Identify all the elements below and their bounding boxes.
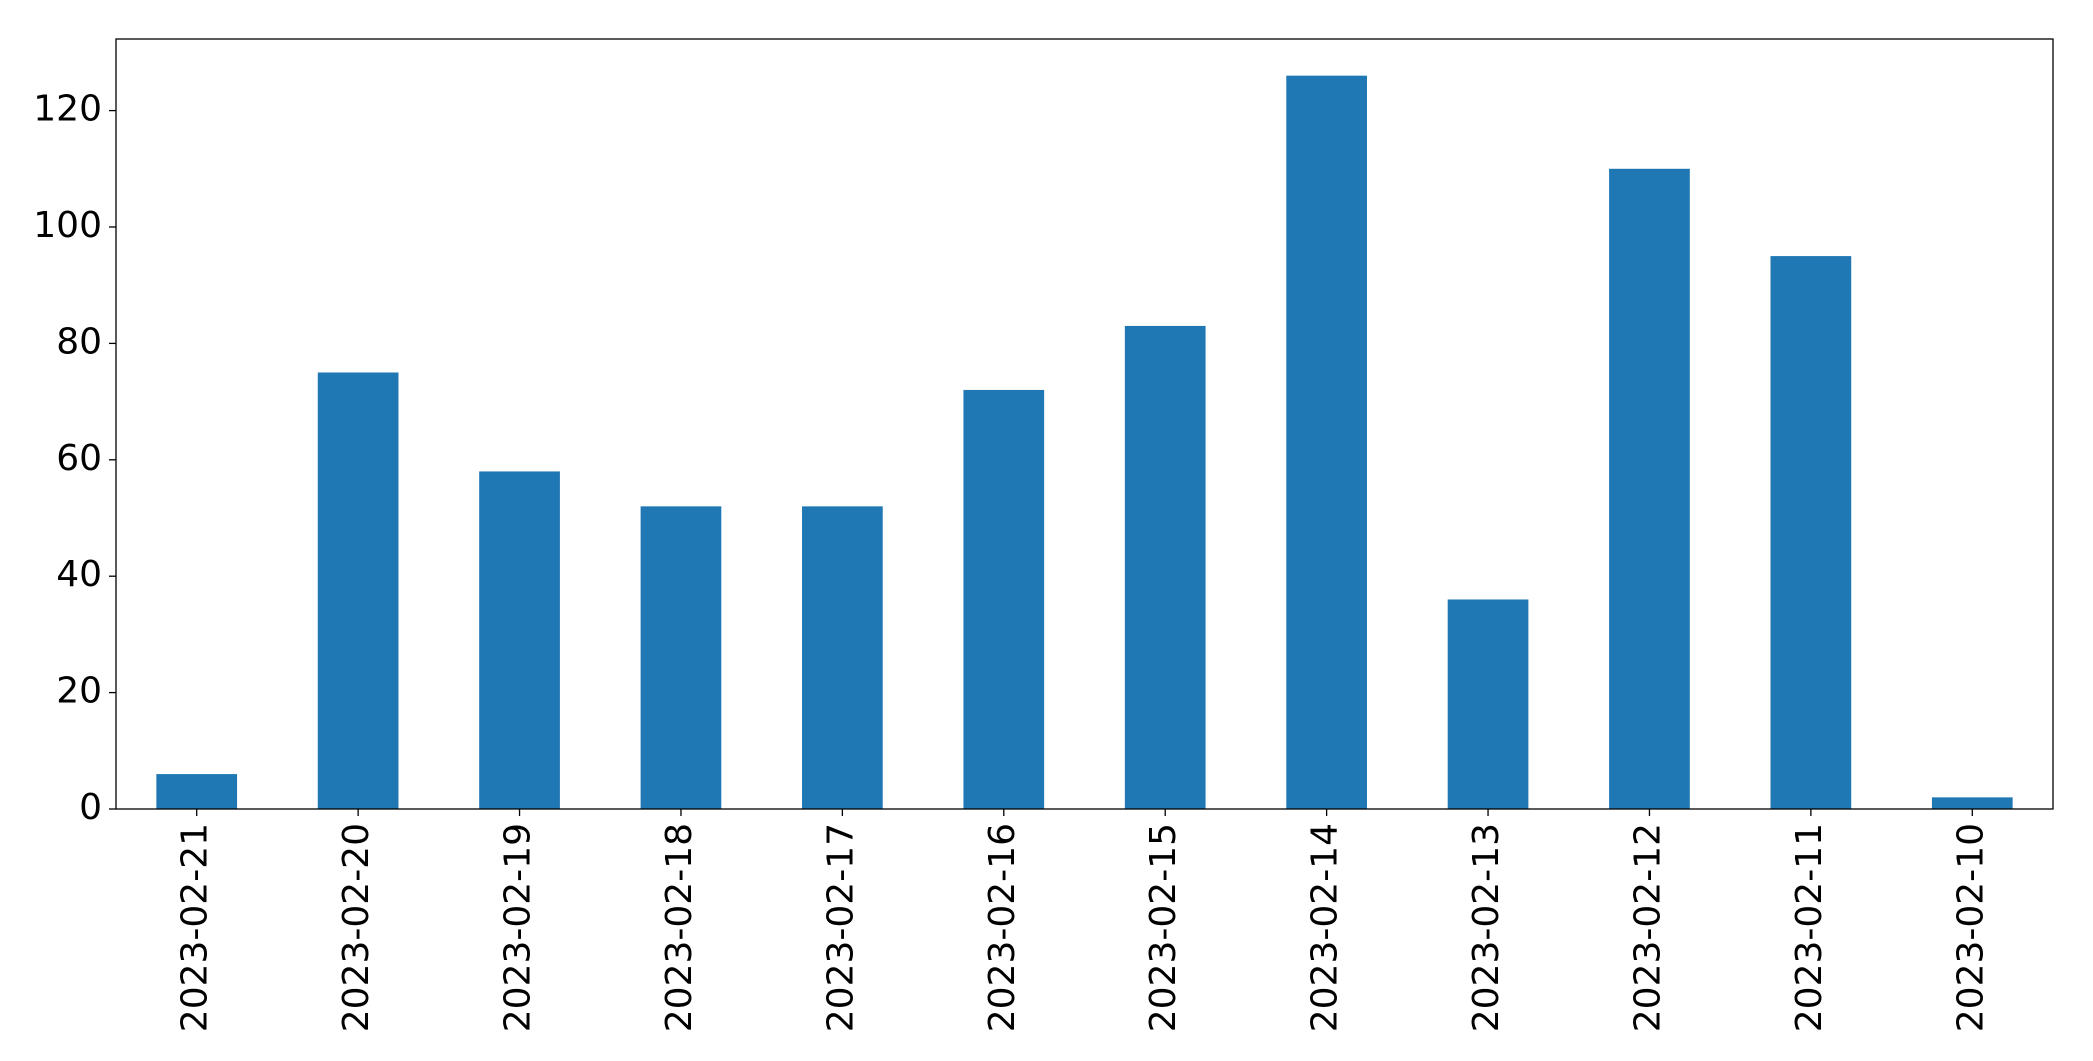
y-tick-label: 20 bbox=[56, 671, 102, 712]
x-tick-label: 2023-02-11 bbox=[1789, 823, 1830, 1032]
x-tick-label: 2023-02-16 bbox=[982, 823, 1023, 1032]
bar bbox=[1124, 325, 1206, 809]
x-tick-label: 2023-02-14 bbox=[1305, 823, 1346, 1032]
bar bbox=[1931, 797, 2013, 809]
x-tick-label: 2023-02-18 bbox=[659, 823, 700, 1032]
bar bbox=[317, 372, 399, 809]
bar bbox=[1770, 256, 1852, 809]
y-tick-label: 120 bbox=[33, 89, 102, 130]
bar bbox=[640, 506, 722, 809]
y-tick-label: 0 bbox=[79, 787, 102, 828]
x-tick-label: 2023-02-12 bbox=[1627, 823, 1668, 1032]
y-tick-label: 60 bbox=[56, 438, 102, 479]
x-tick-label: 2023-02-17 bbox=[820, 823, 861, 1032]
y-tick-label: 80 bbox=[56, 321, 102, 362]
bar bbox=[802, 506, 883, 809]
x-tick-label: 2023-02-15 bbox=[1143, 823, 1184, 1032]
x-tick-label: 2023-02-21 bbox=[175, 823, 216, 1032]
x-tick-label: 2023-02-10 bbox=[1950, 823, 1991, 1032]
y-tick-label: 100 bbox=[33, 205, 102, 246]
bar bbox=[1447, 599, 1529, 809]
bar bbox=[963, 389, 1045, 809]
bar bbox=[1609, 168, 1690, 810]
x-tick-label: 2023-02-20 bbox=[336, 823, 377, 1032]
x-tick-label: 2023-02-19 bbox=[498, 823, 539, 1032]
bar bbox=[479, 471, 560, 809]
bar bbox=[1286, 75, 1367, 809]
y-tick-label: 40 bbox=[56, 554, 102, 595]
plot-frame bbox=[115, 38, 2054, 810]
bar bbox=[156, 774, 238, 809]
x-tick-label: 2023-02-13 bbox=[1466, 823, 1507, 1032]
